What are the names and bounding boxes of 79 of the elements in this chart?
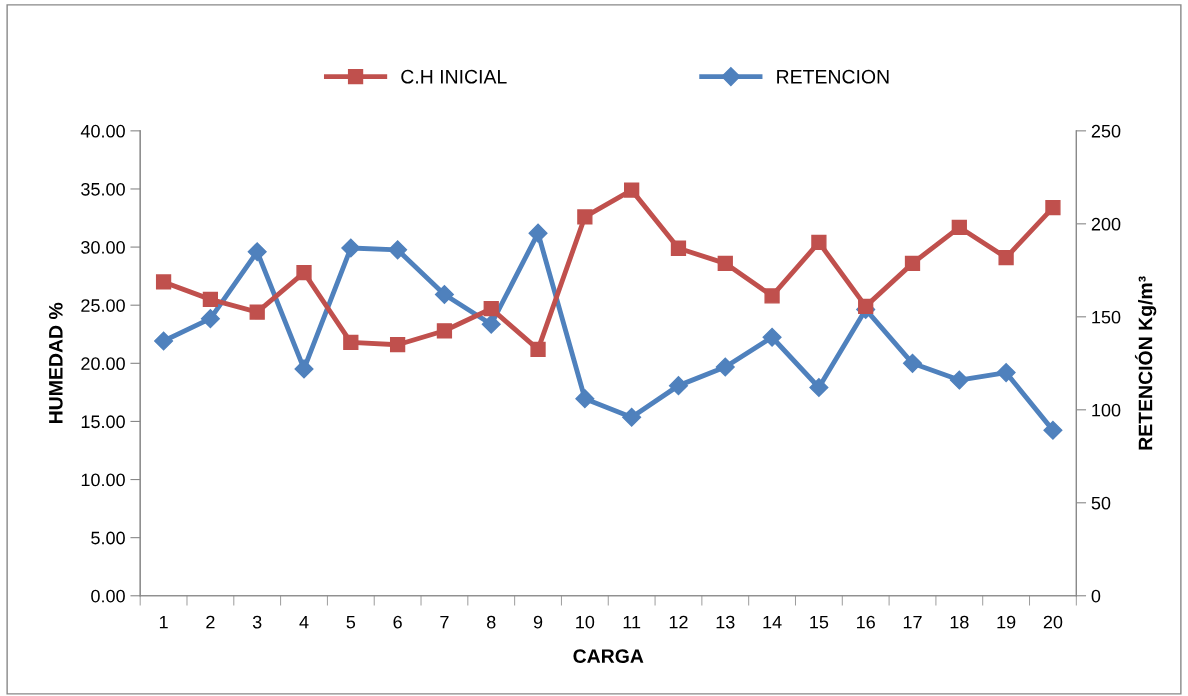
point	[296, 265, 312, 281]
x-tick-label: 1	[159, 615, 168, 629]
point	[577, 209, 593, 225]
x-tick-label: 3	[252, 615, 262, 629]
point	[343, 334, 359, 351]
x-tick-label: 4	[299, 615, 309, 629]
x-tick-label: 14	[763, 615, 782, 629]
point	[622, 407, 642, 427]
x-tick-label: 16	[857, 615, 875, 629]
x-tick-label: 7	[440, 615, 449, 629]
point	[341, 238, 361, 258]
point	[528, 223, 548, 243]
point	[389, 337, 406, 353]
point	[575, 389, 595, 409]
point	[154, 331, 174, 351]
x-tick-label: 18	[950, 615, 969, 629]
point	[764, 288, 780, 304]
legend-label: RETENCION	[777, 69, 889, 84]
x-tick-label: 13	[716, 615, 735, 629]
x-tick-label: 19	[997, 615, 1016, 629]
y2-axis-title: RETENCIÓN Kg/m³	[1134, 276, 1157, 450]
point	[249, 304, 265, 320]
y-tick-label: 40.00	[80, 124, 125, 138]
y2-tick-label: 50	[1091, 496, 1111, 510]
x-tick-label: 11	[623, 615, 641, 629]
x-tick-label: 10	[576, 615, 595, 629]
x-tick-label: 17	[903, 615, 922, 629]
x-tick-label: 15	[810, 615, 829, 629]
x-axis-title: CARGA	[573, 649, 644, 663]
y2-tick-label: 250	[1091, 124, 1121, 138]
point	[717, 255, 733, 271]
point	[670, 240, 687, 256]
point	[436, 323, 453, 339]
y-tick-label: 0.00	[91, 589, 125, 603]
point	[668, 376, 689, 396]
x-tick-label: 6	[393, 615, 402, 629]
point	[1043, 420, 1063, 440]
point	[998, 249, 1014, 266]
point	[155, 274, 172, 290]
y-tick-label: 30.00	[81, 241, 125, 254]
point	[902, 353, 923, 373]
point	[762, 327, 782, 347]
point	[951, 219, 967, 235]
y2-tick-label: 100	[1092, 403, 1121, 417]
x-tick-label: 20	[1043, 615, 1063, 629]
point	[483, 301, 499, 317]
point	[996, 363, 1016, 383]
point	[434, 284, 454, 305]
y-tick-label: 5.00	[91, 531, 125, 545]
y-axis-title: HUMEDAD %	[48, 302, 63, 424]
y2-tick-label: 200	[1091, 217, 1121, 231]
point	[200, 309, 220, 329]
point	[949, 370, 969, 390]
point	[904, 255, 921, 271]
x-tick-label: 5	[346, 615, 356, 629]
point	[294, 359, 314, 379]
y-tick-label: 10.00	[81, 473, 125, 487]
point	[624, 182, 640, 198]
x-tick-label: 12	[669, 615, 688, 629]
y-tick-label: 35.00	[81, 182, 125, 196]
point	[247, 242, 267, 262]
y2-tick-label: 150	[1092, 310, 1121, 324]
x-tick-label: 2	[206, 615, 215, 629]
x-tick-label: 9	[533, 615, 543, 629]
x-tick-label: 8	[487, 615, 496, 629]
y2-tick-label: 0	[1091, 589, 1101, 603]
point	[202, 291, 219, 308]
point	[811, 234, 827, 251]
y-tick-label: 25.00	[81, 299, 125, 312]
legend-label: C.H INICIAL	[401, 69, 507, 84]
point	[715, 357, 735, 377]
point	[481, 314, 501, 334]
y-tick-label: 15.00	[81, 415, 125, 429]
point	[530, 341, 546, 358]
point	[388, 240, 408, 260]
point	[809, 377, 829, 398]
y-tick-label: 20.00	[81, 357, 125, 371]
point	[858, 298, 874, 314]
point	[1045, 199, 1061, 216]
